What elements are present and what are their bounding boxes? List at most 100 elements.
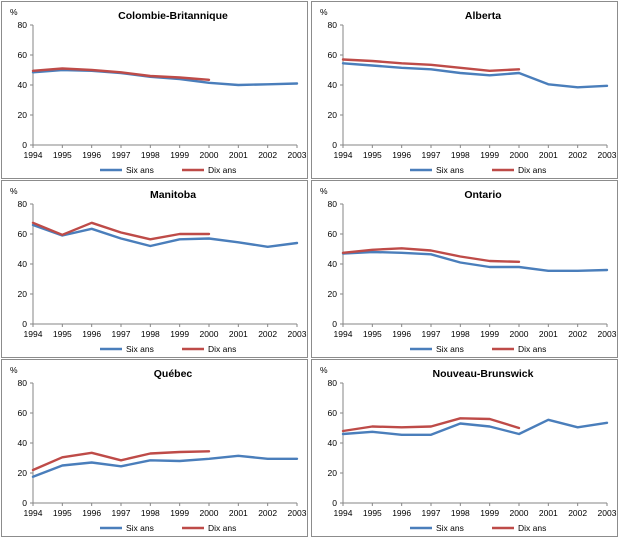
series-line-six-ans	[31, 223, 299, 249]
x-tick-label: 2002	[258, 508, 277, 518]
x-tick-label: 2002	[258, 329, 277, 339]
y-unit-label: %	[320, 7, 328, 17]
y-tick-label: 60	[18, 50, 28, 60]
y-tick-label: 20	[18, 289, 28, 299]
chart-title: Québec	[154, 368, 193, 380]
legend-item-six-ans-label: Six ans	[126, 165, 154, 175]
x-tick-label: 2003	[288, 508, 307, 518]
y-tick-label: 40	[18, 259, 28, 269]
x-tick-label: 1999	[170, 150, 189, 160]
legend-item-dix-ans-label: Dix ans	[518, 523, 546, 533]
chart-svg: Nouveau-Brunswick% 0 20 40 60 80 1994 1995 1996 1…	[320, 365, 617, 533]
y-tick-label: 60	[328, 408, 338, 418]
legend-item-six-ans-label: Six ans	[436, 344, 464, 354]
chart-title: Alberta	[465, 10, 501, 22]
x-tick-label: 2000	[200, 508, 219, 518]
x-tick-label: 1995	[363, 508, 382, 518]
y-tick-label: 0	[22, 498, 27, 508]
chart-title: Ontario	[464, 189, 501, 201]
series-line-six-ans	[341, 418, 609, 437]
x-tick-label: 1996	[82, 150, 101, 160]
x-tick-label: 2000	[200, 150, 219, 160]
x-tick-label: 2000	[510, 329, 529, 339]
series-line-dix-ans	[31, 450, 211, 472]
x-tick-label: 1997	[422, 150, 441, 160]
x-tick-label: 1998	[451, 329, 470, 339]
x-tick-label: 1998	[141, 150, 160, 160]
legend-item-six-ans-label: Six ans	[126, 344, 154, 354]
x-tick-label: 1998	[451, 150, 470, 160]
legend-item-dix-ans-label: Dix ans	[208, 523, 236, 533]
x-tick-label: 1995	[53, 150, 72, 160]
x-tick-label: 1995	[53, 508, 72, 518]
chart-title: Colombie-Britannique	[118, 10, 228, 22]
legend-item-six-ans-label: Six ans	[126, 523, 154, 533]
x-tick-label: 2001	[539, 329, 558, 339]
series-line-dix-ans	[31, 67, 211, 82]
series-line-six-ans	[31, 454, 299, 479]
chart-panel: Alberta% 0 20 40 60 80 1994 1995 1996 1997 1998 199…	[311, 1, 618, 179]
y-tick-label: 40	[328, 259, 338, 269]
y-tick-label: 0	[332, 498, 337, 508]
series-line-six-ans	[341, 62, 609, 89]
y-tick-label: 20	[328, 468, 338, 478]
y-unit-label: %	[320, 365, 328, 375]
y-tick-label: 0	[332, 140, 337, 150]
series-line-dix-ans	[31, 221, 211, 241]
legend-item-dix-ans-label: Dix ans	[518, 344, 546, 354]
y-tick-label: 20	[328, 289, 338, 299]
x-tick-label: 1997	[112, 329, 131, 339]
y-tick-label: 80	[328, 378, 338, 388]
y-tick-label: 80	[18, 20, 28, 30]
legend-item-dix-ans-label: Dix ans	[208, 165, 236, 175]
y-tick-label: 40	[18, 80, 28, 90]
y-tick-label: 60	[18, 408, 28, 418]
chart-panel: Ontario% 0 20 40 60 80 1994 1995 1996 1997 1998 199…	[311, 180, 618, 358]
x-tick-label: 2002	[258, 150, 277, 160]
x-tick-label: 1994	[24, 329, 43, 339]
x-tick-label: 1996	[392, 329, 411, 339]
y-unit-label: %	[10, 186, 18, 196]
y-tick-label: 60	[328, 50, 338, 60]
x-tick-label: 2000	[200, 329, 219, 339]
x-tick-label: 1994	[24, 150, 43, 160]
x-tick-label: 1997	[422, 329, 441, 339]
legend-item-dix-ans-label: Dix ans	[518, 165, 546, 175]
x-tick-label: 1998	[141, 329, 160, 339]
y-tick-label: 0	[332, 319, 337, 329]
chart-title: Nouveau-Brunswick	[433, 368, 534, 380]
y-tick-label: 80	[18, 199, 28, 209]
x-tick-label: 1997	[112, 150, 131, 160]
x-tick-label: 2003	[288, 150, 307, 160]
x-tick-label: 2003	[598, 508, 617, 518]
chart-panel: Colombie-Britannique% 0 20 40 60 80 1994 1995 19…	[1, 1, 308, 179]
x-tick-label: 1997	[112, 508, 131, 518]
x-tick-label: 2001	[229, 329, 248, 339]
y-tick-label: 60	[328, 229, 338, 239]
x-tick-label: 2003	[288, 329, 307, 339]
y-tick-label: 20	[18, 468, 28, 478]
x-tick-label: 2001	[229, 150, 248, 160]
chart-svg: Ontario% 0 20 40 60 80 1994 1995 1996 1997 1998 199…	[320, 186, 617, 354]
x-tick-label: 2000	[510, 150, 529, 160]
x-tick-label: 1999	[480, 329, 499, 339]
x-tick-label: 1995	[53, 329, 72, 339]
x-tick-label: 1998	[141, 508, 160, 518]
x-tick-label: 2002	[568, 150, 587, 160]
y-tick-label: 0	[22, 319, 27, 329]
y-unit-label: %	[10, 7, 18, 17]
series-line-dix-ans	[341, 417, 521, 433]
y-tick-label: 80	[18, 378, 28, 388]
x-tick-label: 1997	[422, 508, 441, 518]
y-tick-label: 40	[18, 438, 28, 448]
legend-item-six-ans-label: Six ans	[436, 165, 464, 175]
y-tick-label: 60	[18, 229, 28, 239]
chart-svg: Colombie-Britannique% 0 20 40 60 80 1994 1995 19…	[10, 7, 307, 175]
legend-item-dix-ans-label: Dix ans	[208, 344, 236, 354]
x-tick-label: 1999	[170, 329, 189, 339]
x-tick-label: 1995	[363, 329, 382, 339]
x-tick-label: 2002	[568, 508, 587, 518]
chart-svg: Alberta% 0 20 40 60 80 1994 1995 1996 1997 1998 199…	[320, 7, 617, 175]
chart-panel: Québec% 0 20 40 60 80 1994 1995 1996 1997 1998 1999…	[1, 359, 308, 537]
